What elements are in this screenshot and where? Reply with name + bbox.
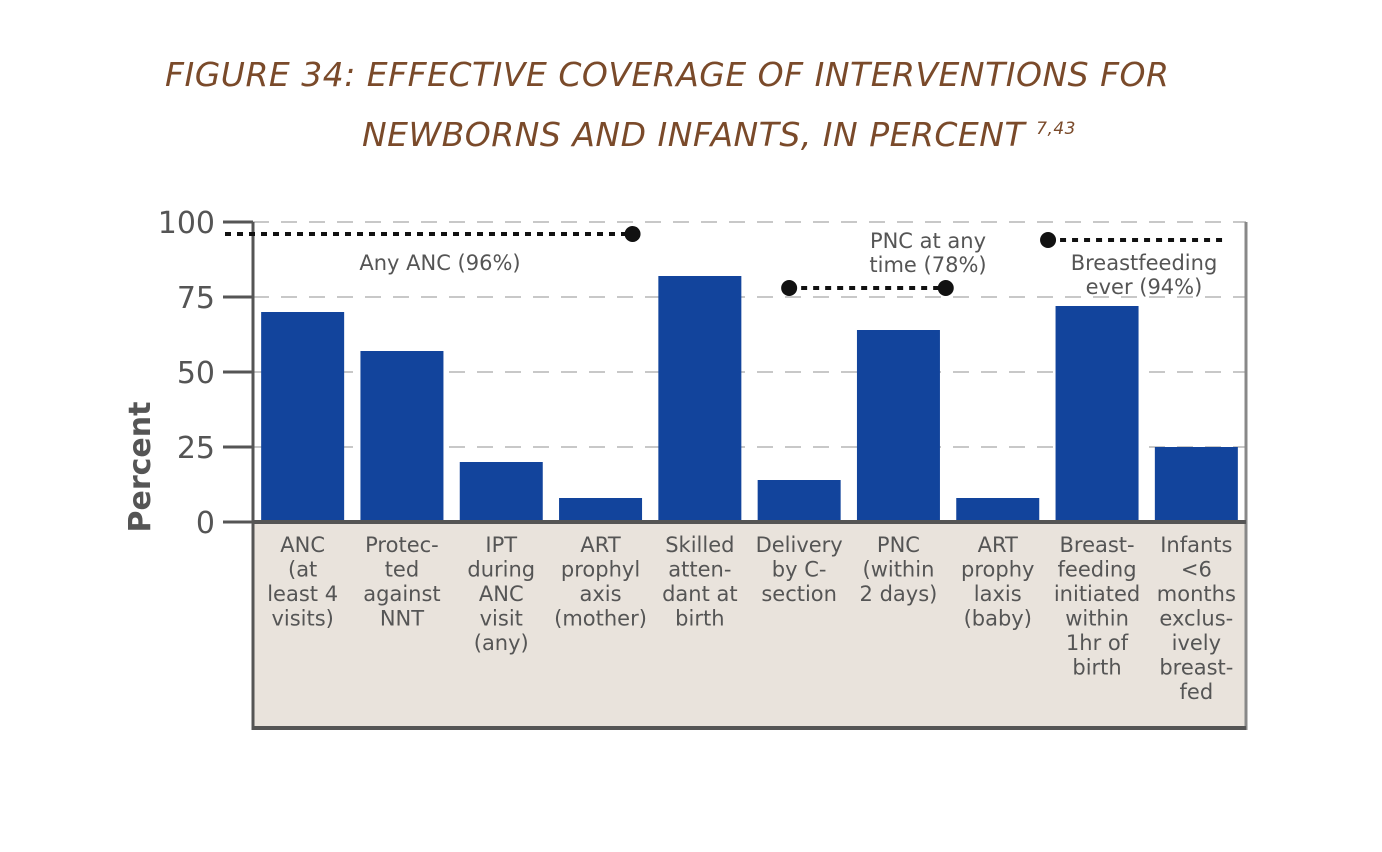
category-label-3-line-1: prophyl [561,558,640,582]
category-label-1-line-2: against [363,582,440,606]
reference-label-0-line-0: Any ANC (96%) [359,251,520,275]
bar-5 [757,480,841,522]
reference-label-2-line-0: Breastfeeding [1071,251,1218,275]
category-label-2-line-3: visit [480,607,523,631]
category-label-9-line-4: ively [1172,631,1221,655]
bar-1 [360,351,444,522]
bar-6 [856,330,940,522]
category-label-6-line-1: (within [863,558,935,582]
category-label-4-line-3: birth [675,607,724,631]
category-label-6-line-2: 2 days) [860,582,938,606]
category-label-3-line-2: axis [580,582,622,606]
reference-marker-0-0 [624,226,641,242]
category-label-7-line-3: (baby) [964,607,1032,631]
category-label-0-line-3: visits) [271,607,333,631]
reference-label-1-line-0: PNC at any [870,229,986,253]
category-label-9-line-3: exclus- [1159,607,1233,631]
reference-label-2-line-1: ever (94%) [1086,275,1203,299]
category-label-8-line-3: within [1065,607,1129,631]
category-label-2-line-4: (any) [474,631,529,655]
category-label-9-line-0: Infants [1160,533,1232,557]
y-tick-label-50: 50 [177,356,215,391]
bar-9 [1154,447,1238,522]
category-label-7-line-0: ART [978,533,1018,557]
category-label-9-line-5: breast- [1159,656,1233,680]
y-tick-label-0: 0 [196,506,215,541]
category-label-0-line-2: least 4 [267,582,338,606]
category-label-4-line-1: atten- [668,558,731,582]
bar-8 [1055,306,1139,522]
y-tick-label-100: 100 [158,206,215,241]
reference-marker-1-0 [781,280,798,296]
category-label-1-line-3: NNT [380,607,424,631]
category-label-8-line-4: 1hr of [1066,631,1129,655]
category-label-7-line-2: laxis [974,582,1022,606]
category-label-8-line-0: Breast- [1059,533,1134,557]
reference-marker-1-1 [937,280,954,296]
category-label-7-line-1: prophy [961,558,1034,582]
category-label-0-line-0: ANC [280,533,325,557]
category-label-6-line-0: PNC [877,533,920,557]
category-label-9-line-1: <6 [1181,558,1212,582]
category-label-3-line-3: (mother) [554,607,647,631]
category-label-4-line-0: Skilled [665,533,734,557]
figure-title-line2-text: NEWBORNS AND INFANTS, IN PERCENT [362,115,1026,154]
y-tick-label-25: 25 [177,431,215,466]
category-label-8-line-5: birth [1072,656,1121,680]
bar-0 [261,312,345,522]
category-label-2-line-2: ANC [479,582,524,606]
bar-4 [658,276,742,522]
bar-3 [559,498,643,522]
category-label-5-line-2: section [761,582,837,606]
y-tick-label-75: 75 [177,281,215,316]
category-label-2-line-0: IPT [485,533,517,557]
category-label-8-line-2: initiated [1054,582,1140,606]
figure-title-line2: NEWBORNS AND INFANTS, IN PERCENT 7,43 [362,102,1076,162]
category-label-8-line-1: feeding [1058,558,1137,582]
category-label-1-line-0: Protec- [365,533,439,557]
category-label-1-line-1: ted [385,558,419,582]
bar-2 [459,462,543,522]
bar-7 [956,498,1040,522]
category-label-9-line-2: months [1157,582,1236,606]
category-label-5-line-0: Delivery [756,533,843,557]
category-label-0-line-1: (at [288,558,317,582]
category-label-5-line-1: by C- [772,558,827,582]
category-label-4-line-2: dant at [662,582,738,606]
figure-title-superscript: 7,43 [1036,119,1076,139]
category-label-2-line-1: during [467,558,535,582]
category-label-panel [253,522,1246,728]
reference-label-1-line-1: time (78%) [869,253,986,277]
category-label-3-line-0: ART [580,533,620,557]
y-axis-title: Percent [123,402,158,533]
reference-marker-2-0 [1040,232,1057,248]
category-label-9-line-6: fed [1180,680,1214,704]
figure-title-line1: FIGURE 34: EFFECTIVE COVERAGE OF INTERVE… [165,55,1170,94]
